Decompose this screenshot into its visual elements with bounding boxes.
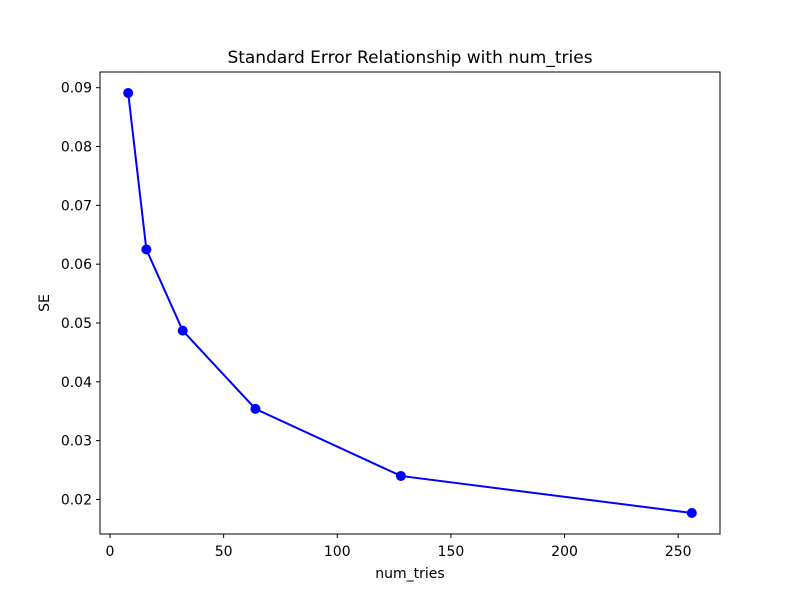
y-tick-label: 0.02: [61, 492, 92, 508]
y-tick-label: 0.03: [61, 434, 92, 450]
x-tick-label: 0: [106, 544, 115, 560]
y-tick-label: 0.05: [61, 316, 92, 332]
x-tick-label: 200: [551, 544, 578, 560]
data-point-marker: [250, 403, 261, 414]
y-tick-label: 0.04: [61, 375, 92, 391]
data-point-marker: [123, 88, 134, 98]
x-tick-label: 150: [438, 544, 465, 560]
data-series: [123, 88, 697, 518]
y-axis: 0.02 0.03 0.04 0.05 0.06 0.07 0.08 0.09: [61, 81, 100, 508]
y-tick-label: 0.06: [61, 257, 92, 273]
x-tick-label: 50: [215, 544, 233, 560]
data-point-marker: [686, 508, 697, 518]
x-tick-label: 100: [324, 544, 351, 560]
plot-area: [99, 71, 721, 535]
y-tick-label: 0.07: [61, 198, 92, 214]
data-point-marker: [177, 325, 188, 336]
x-axis: 0 50 100 150 200 250: [106, 534, 692, 560]
y-tick-label: 0.09: [61, 81, 92, 97]
data-point-marker: [141, 244, 152, 255]
y-axis-label: SE: [37, 294, 53, 312]
data-point-marker: [395, 470, 406, 481]
chart-title: Standard Error Relationship with num_tri…: [227, 48, 592, 68]
x-tick-label: 250: [665, 544, 692, 560]
series-line: [127, 92, 692, 514]
x-axis-label: num_tries: [375, 566, 444, 582]
y-tick-label: 0.08: [61, 140, 92, 156]
